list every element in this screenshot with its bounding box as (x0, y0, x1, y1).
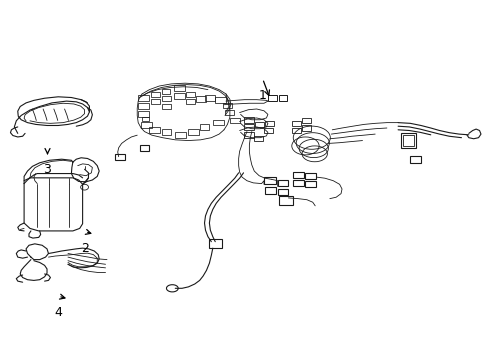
Bar (264, 177, 276, 184)
Bar (264, 187, 275, 194)
Bar (188, 130, 199, 135)
Bar (400, 134, 415, 148)
Bar (278, 95, 287, 101)
Bar (175, 132, 185, 138)
Bar (305, 173, 315, 179)
Bar (293, 180, 304, 186)
Bar (138, 111, 149, 117)
Text: 3: 3 (43, 163, 51, 176)
Bar (292, 121, 301, 126)
Bar (141, 122, 152, 128)
Bar (205, 95, 215, 101)
Bar (151, 99, 159, 104)
Bar (161, 89, 170, 94)
Bar (212, 120, 223, 126)
Bar (161, 104, 171, 109)
Bar (302, 126, 310, 131)
Bar (140, 145, 149, 150)
Bar (402, 135, 413, 146)
Bar (138, 95, 149, 101)
Bar (255, 122, 264, 127)
Bar (185, 92, 194, 97)
Bar (305, 181, 315, 187)
Text: 2: 2 (81, 242, 89, 255)
Bar (278, 196, 293, 205)
Bar (151, 92, 159, 97)
Bar (185, 99, 194, 104)
Bar (115, 154, 124, 160)
Bar (142, 117, 149, 121)
Bar (215, 97, 225, 103)
Bar (293, 172, 304, 178)
Bar (229, 118, 239, 123)
Bar (244, 132, 254, 138)
Bar (292, 129, 301, 134)
Bar (138, 103, 149, 109)
Bar (209, 239, 221, 248)
Bar (173, 85, 184, 91)
Bar (195, 96, 206, 102)
Bar (264, 121, 273, 126)
Bar (199, 124, 209, 130)
Bar (244, 124, 254, 130)
Text: 4: 4 (54, 306, 62, 319)
Bar (302, 118, 310, 123)
Bar (173, 93, 184, 99)
Bar (267, 95, 276, 101)
Bar (149, 127, 160, 133)
Bar (409, 156, 420, 163)
Bar (277, 180, 288, 186)
Bar (264, 129, 272, 134)
Bar (222, 103, 232, 108)
Bar (244, 117, 254, 123)
Bar (254, 135, 263, 140)
Bar (277, 189, 288, 195)
Text: 1: 1 (258, 89, 266, 102)
Bar (161, 130, 171, 135)
Bar (161, 96, 171, 101)
Bar (224, 111, 233, 116)
